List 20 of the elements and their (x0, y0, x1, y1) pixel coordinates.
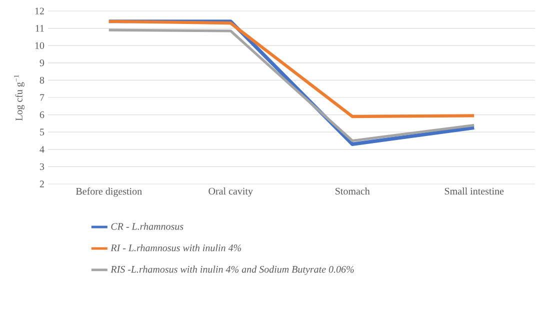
y-axis-title: Log cfu g$^{−1}$ (14, 75, 24, 121)
y-tick-label: 8 (40, 76, 44, 84)
y-tick-label: 12 (35, 8, 44, 14)
y-tick-label: 5 (40, 128, 44, 136)
x-tick-label: Oral cavity (208, 188, 253, 197)
y-tick-label: 3 (40, 163, 44, 170)
x-tick-label: Stomach (336, 188, 370, 195)
legend-label: RIS -L.rhamosus with inulin 4% and Sodium Butyrate 0.06% (110, 266, 354, 275)
x-tick-label: Small intestine (444, 188, 504, 195)
legend-label: RI - L.rhamnosus with inulin 4% (110, 244, 242, 252)
y-tick-label: 2 (40, 180, 44, 188)
y-tick-label: 10 (35, 42, 44, 49)
x-tick-label: Before digestion (76, 188, 142, 197)
y-tick-label: 4 (40, 146, 44, 153)
y-tick-label: 6 (40, 111, 44, 118)
y-tick-label: 11 (36, 24, 44, 32)
legend-label: CR - L.rhamnosus (111, 222, 184, 230)
y-tick-label: 9 (40, 60, 44, 66)
line-series (107, 20, 476, 118)
y-tick-label: 7 (40, 94, 44, 101)
